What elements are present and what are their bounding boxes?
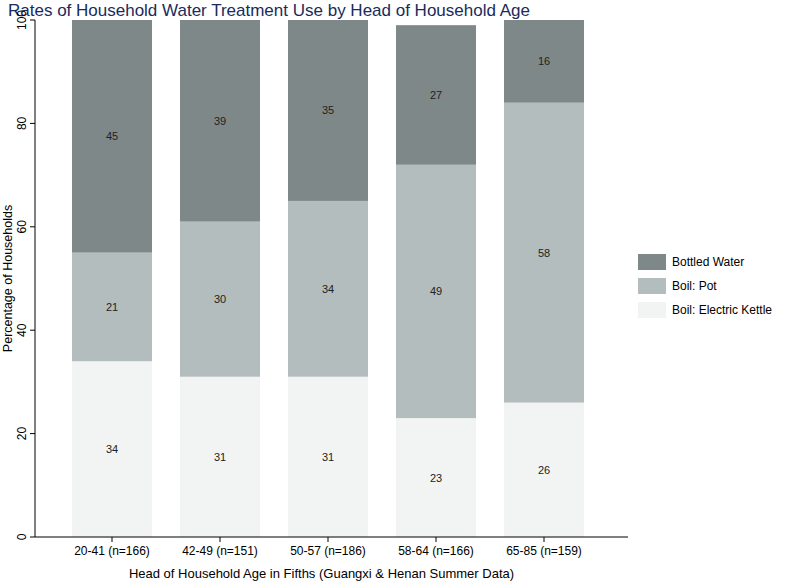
bar-segment: [504, 403, 584, 537]
data-labels: 34 21 45 31 30 39 31 34 35 23 49 27 26 58 16: [106, 55, 550, 483]
y-tick: [30, 226, 35, 227]
y-tick: [30, 20, 35, 21]
legend-swatch: [638, 254, 666, 270]
x-axis: [35, 537, 628, 538]
y-tick: [30, 123, 35, 124]
legend-label: Bottled Water: [672, 255, 744, 269]
x-tick: [328, 537, 329, 542]
title: Rates of Household Water Treatment Use b…: [8, 1, 530, 20]
x-tick: [220, 537, 221, 542]
data-label: 16: [538, 55, 550, 67]
bar-segment: [180, 377, 260, 537]
data-label: 21: [106, 301, 118, 313]
bar-segment: [396, 418, 476, 537]
x-tick-label: 58-64 (n=166): [398, 544, 474, 558]
legend-swatch: [638, 302, 666, 318]
legend: Bottled Water Boil: Pot Boil: Electric Ket…: [638, 254, 772, 318]
bar-segment: [504, 20, 584, 103]
x-tick-label: 65-85 (n=159): [506, 544, 582, 558]
bar-segment: [288, 20, 368, 201]
data-label: 49: [430, 285, 442, 297]
data-label: 23: [430, 472, 442, 484]
data-label: 45: [106, 130, 118, 142]
x-axis-label: Head of Household Age in Fifths (Guangxi…: [129, 566, 514, 581]
y-axis: [35, 20, 36, 537]
y-tick-label: 60: [15, 220, 29, 234]
data-label: 39: [214, 115, 226, 127]
y-tick: [30, 433, 35, 434]
data-label: 31: [214, 451, 226, 463]
x-tick: [436, 537, 437, 542]
bar-segment: [180, 20, 260, 222]
bar-segment: [180, 222, 260, 377]
bar-segment: [396, 25, 476, 165]
bar-segment: [72, 20, 152, 253]
y-tick-label: 100: [15, 10, 29, 30]
x-tick: [544, 537, 545, 542]
y-tick-label: 40: [15, 323, 29, 337]
data-label: 31: [322, 451, 334, 463]
bar-segment: [504, 103, 584, 403]
bars: [72, 20, 584, 537]
y-tick-label: 80: [15, 116, 29, 130]
legend-label: Boil: Electric Kettle: [672, 303, 772, 317]
bar-segment: [72, 253, 152, 362]
x-tick-label: 20-41 (n=166): [74, 544, 150, 558]
legend-swatch: [638, 278, 666, 294]
y-tick-label: 0: [15, 533, 29, 540]
data-label: 30: [214, 293, 226, 305]
x-tick-label: 42-49 (n=151): [182, 544, 258, 558]
y-axis-label: Percentage of Households: [1, 205, 15, 352]
bar-segment: [72, 361, 152, 537]
x-tick: [112, 537, 113, 542]
data-label: 34: [106, 443, 118, 455]
bar-segment: [288, 377, 368, 537]
data-label: 34: [322, 283, 334, 295]
legend-label: Boil: Pot: [672, 279, 717, 293]
y-tick: [30, 330, 35, 331]
chart: Rates of Household Water Treatment Use b…: [0, 0, 810, 584]
background: [0, 0, 810, 584]
x-tick-label: 50-57 (n=186): [290, 544, 366, 558]
y-tick-label: 20: [15, 427, 29, 441]
data-label: 27: [430, 89, 442, 101]
y-tick: [30, 537, 35, 538]
bar-segment: [396, 165, 476, 418]
data-label: 58: [538, 247, 550, 259]
data-label: 35: [322, 104, 334, 116]
bar-segment: [288, 201, 368, 377]
data-label: 26: [538, 464, 550, 476]
